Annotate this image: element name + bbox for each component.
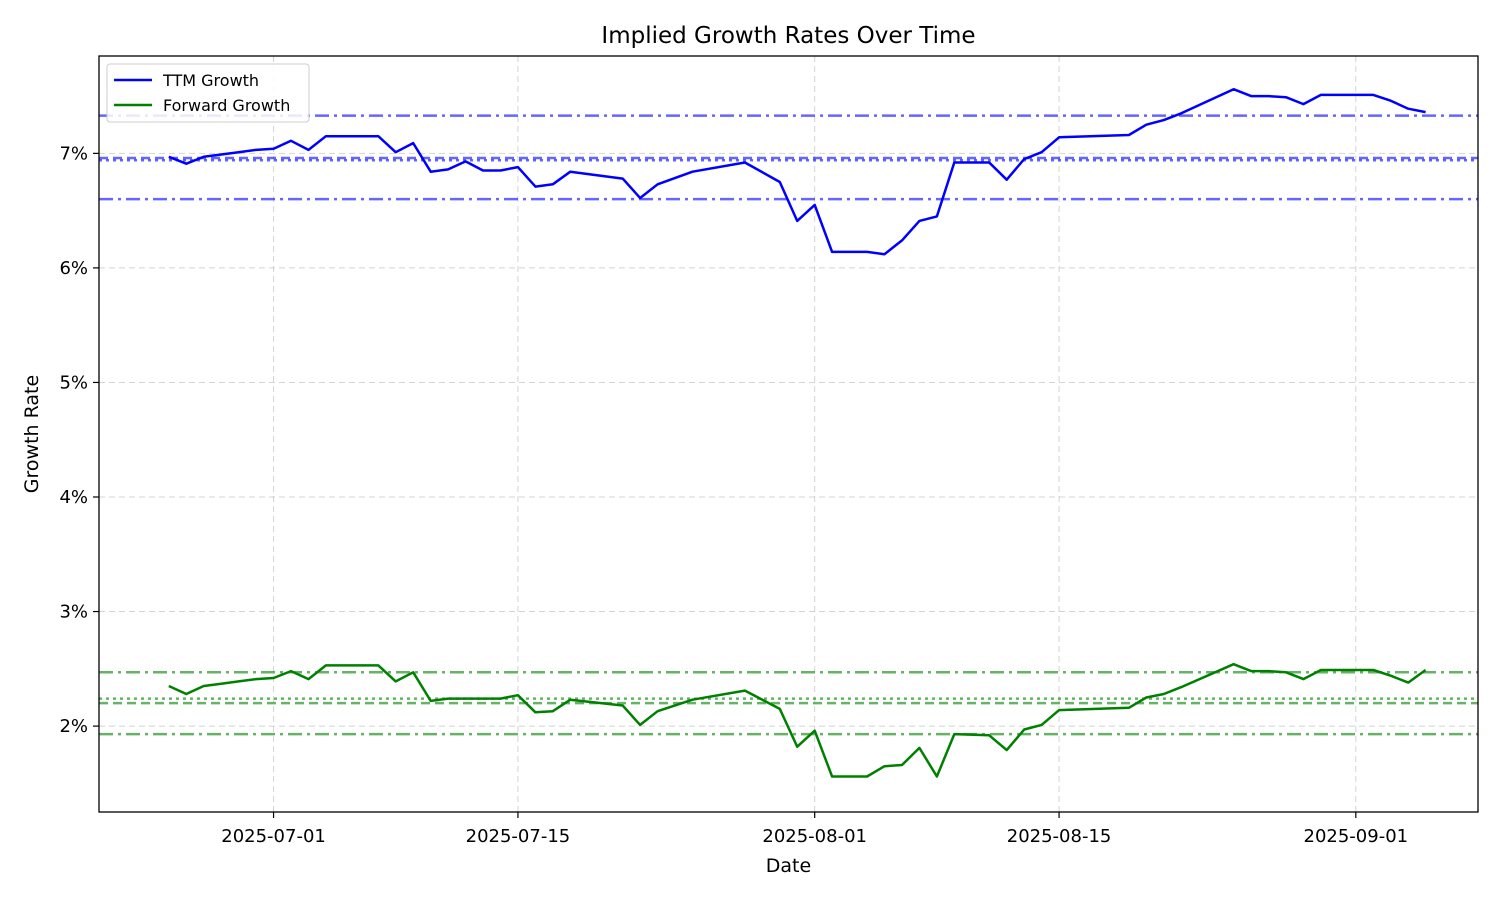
plot-frame [98,55,1479,813]
grid [99,56,1478,812]
y-tick-label: 6% [59,258,88,279]
y-axis-ticks: 2% 3% 4% 5% 6% 7% [59,143,99,737]
legend-box [106,63,310,123]
y-tick-label: 2% [59,716,88,737]
x-tick-label: 2025-08-01 [762,826,867,847]
y-tick-label: 5% [59,372,88,393]
x-tick-label: 2025-09-01 [1304,826,1409,847]
x-tick-label: 2025-07-15 [466,826,571,847]
series-lines [168,87,1427,778]
x-tick-label: 2025-07-01 [221,826,326,847]
legend-label-forward-growth: Forward Growth [163,96,290,115]
chart-title: Implied Growth Rates Over Time [601,23,975,49]
y-tick-label: 4% [59,487,88,508]
x-axis-ticks: 2025-07-01 2025-07-15 2025-08-01 2025-08-15… [221,812,1408,847]
legend-label-ttm-growth: TTM Growth [162,71,259,90]
y-tick-label: 3% [59,602,88,623]
reference-lines [99,114,1478,736]
y-tick-label: 7% [59,143,88,164]
ttm-growth-line [168,87,1426,256]
y-axis-label: Growth Rate [21,375,43,493]
x-axis-label: Date [766,855,811,877]
legend: TTM Growth Forward Growth [106,63,310,123]
x-tick-label: 2025-08-15 [1007,826,1112,847]
forward-growth-line [168,662,1427,778]
